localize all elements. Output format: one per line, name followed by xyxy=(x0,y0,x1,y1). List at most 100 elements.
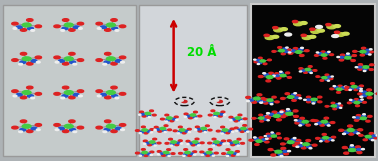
Circle shape xyxy=(170,120,174,122)
Circle shape xyxy=(152,114,156,116)
Circle shape xyxy=(357,133,360,134)
Circle shape xyxy=(262,100,266,102)
Circle shape xyxy=(101,93,107,96)
Circle shape xyxy=(339,129,344,131)
Circle shape xyxy=(144,143,146,144)
Circle shape xyxy=(369,49,372,50)
Circle shape xyxy=(153,138,156,140)
Circle shape xyxy=(188,132,191,133)
Circle shape xyxy=(22,57,31,61)
Circle shape xyxy=(266,133,270,135)
Circle shape xyxy=(163,130,166,132)
Circle shape xyxy=(304,72,308,73)
Circle shape xyxy=(171,141,176,143)
Circle shape xyxy=(369,138,373,140)
Circle shape xyxy=(186,140,190,142)
Circle shape xyxy=(325,74,329,76)
Circle shape xyxy=(288,141,294,144)
Circle shape xyxy=(357,87,360,89)
Circle shape xyxy=(254,59,256,60)
Circle shape xyxy=(299,54,304,56)
Circle shape xyxy=(241,142,245,144)
Circle shape xyxy=(280,74,286,77)
Circle shape xyxy=(325,123,329,125)
Circle shape xyxy=(190,153,194,155)
Circle shape xyxy=(316,25,322,28)
Circle shape xyxy=(144,132,148,134)
Circle shape xyxy=(198,145,200,146)
Circle shape xyxy=(372,140,374,141)
Circle shape xyxy=(297,120,301,122)
Circle shape xyxy=(266,115,268,116)
Circle shape xyxy=(55,61,59,63)
Circle shape xyxy=(299,142,302,144)
Circle shape xyxy=(193,116,197,118)
Circle shape xyxy=(316,76,320,77)
Circle shape xyxy=(103,131,107,133)
Circle shape xyxy=(158,154,160,155)
Circle shape xyxy=(310,72,312,73)
Circle shape xyxy=(280,110,285,112)
Circle shape xyxy=(347,53,349,54)
Circle shape xyxy=(111,19,117,21)
Circle shape xyxy=(191,144,195,146)
Circle shape xyxy=(369,51,373,53)
Circle shape xyxy=(305,50,309,52)
Circle shape xyxy=(302,120,308,123)
Circle shape xyxy=(217,100,222,103)
Circle shape xyxy=(230,128,234,130)
Circle shape xyxy=(317,122,321,124)
Circle shape xyxy=(175,144,179,146)
Circle shape xyxy=(321,139,325,141)
Circle shape xyxy=(280,28,287,31)
Circle shape xyxy=(332,35,339,38)
Circle shape xyxy=(20,52,27,55)
Circle shape xyxy=(318,101,322,103)
Circle shape xyxy=(266,76,273,79)
Circle shape xyxy=(331,105,336,107)
Circle shape xyxy=(214,152,218,154)
Circle shape xyxy=(294,120,297,121)
Circle shape xyxy=(304,99,306,100)
Circle shape xyxy=(185,151,190,154)
Circle shape xyxy=(249,128,253,130)
Circle shape xyxy=(152,143,156,145)
Circle shape xyxy=(309,148,312,149)
Circle shape xyxy=(243,118,247,120)
Circle shape xyxy=(274,28,283,32)
Circle shape xyxy=(376,93,378,95)
Circle shape xyxy=(206,125,209,127)
Circle shape xyxy=(277,137,281,139)
Circle shape xyxy=(166,119,169,121)
Circle shape xyxy=(339,59,344,61)
Circle shape xyxy=(140,154,144,155)
Circle shape xyxy=(328,76,331,78)
Circle shape xyxy=(259,76,263,78)
Circle shape xyxy=(345,89,349,90)
Circle shape xyxy=(355,117,359,118)
Circle shape xyxy=(272,111,277,113)
Circle shape xyxy=(344,152,349,154)
Circle shape xyxy=(141,114,144,115)
Circle shape xyxy=(195,126,199,128)
Circle shape xyxy=(163,151,169,154)
Circle shape xyxy=(318,53,322,54)
Circle shape xyxy=(150,151,154,153)
Circle shape xyxy=(169,138,172,140)
Circle shape xyxy=(237,138,241,140)
Circle shape xyxy=(322,77,327,79)
Circle shape xyxy=(358,129,363,131)
Circle shape xyxy=(264,34,269,37)
Circle shape xyxy=(373,137,378,139)
Circle shape xyxy=(263,116,267,117)
Circle shape xyxy=(235,143,239,145)
Circle shape xyxy=(301,70,305,71)
Circle shape xyxy=(26,86,33,89)
Circle shape xyxy=(223,129,228,131)
Circle shape xyxy=(331,76,333,77)
Circle shape xyxy=(20,29,27,31)
Circle shape xyxy=(306,124,310,126)
Circle shape xyxy=(258,62,262,64)
Circle shape xyxy=(161,118,164,120)
Circle shape xyxy=(288,52,291,53)
